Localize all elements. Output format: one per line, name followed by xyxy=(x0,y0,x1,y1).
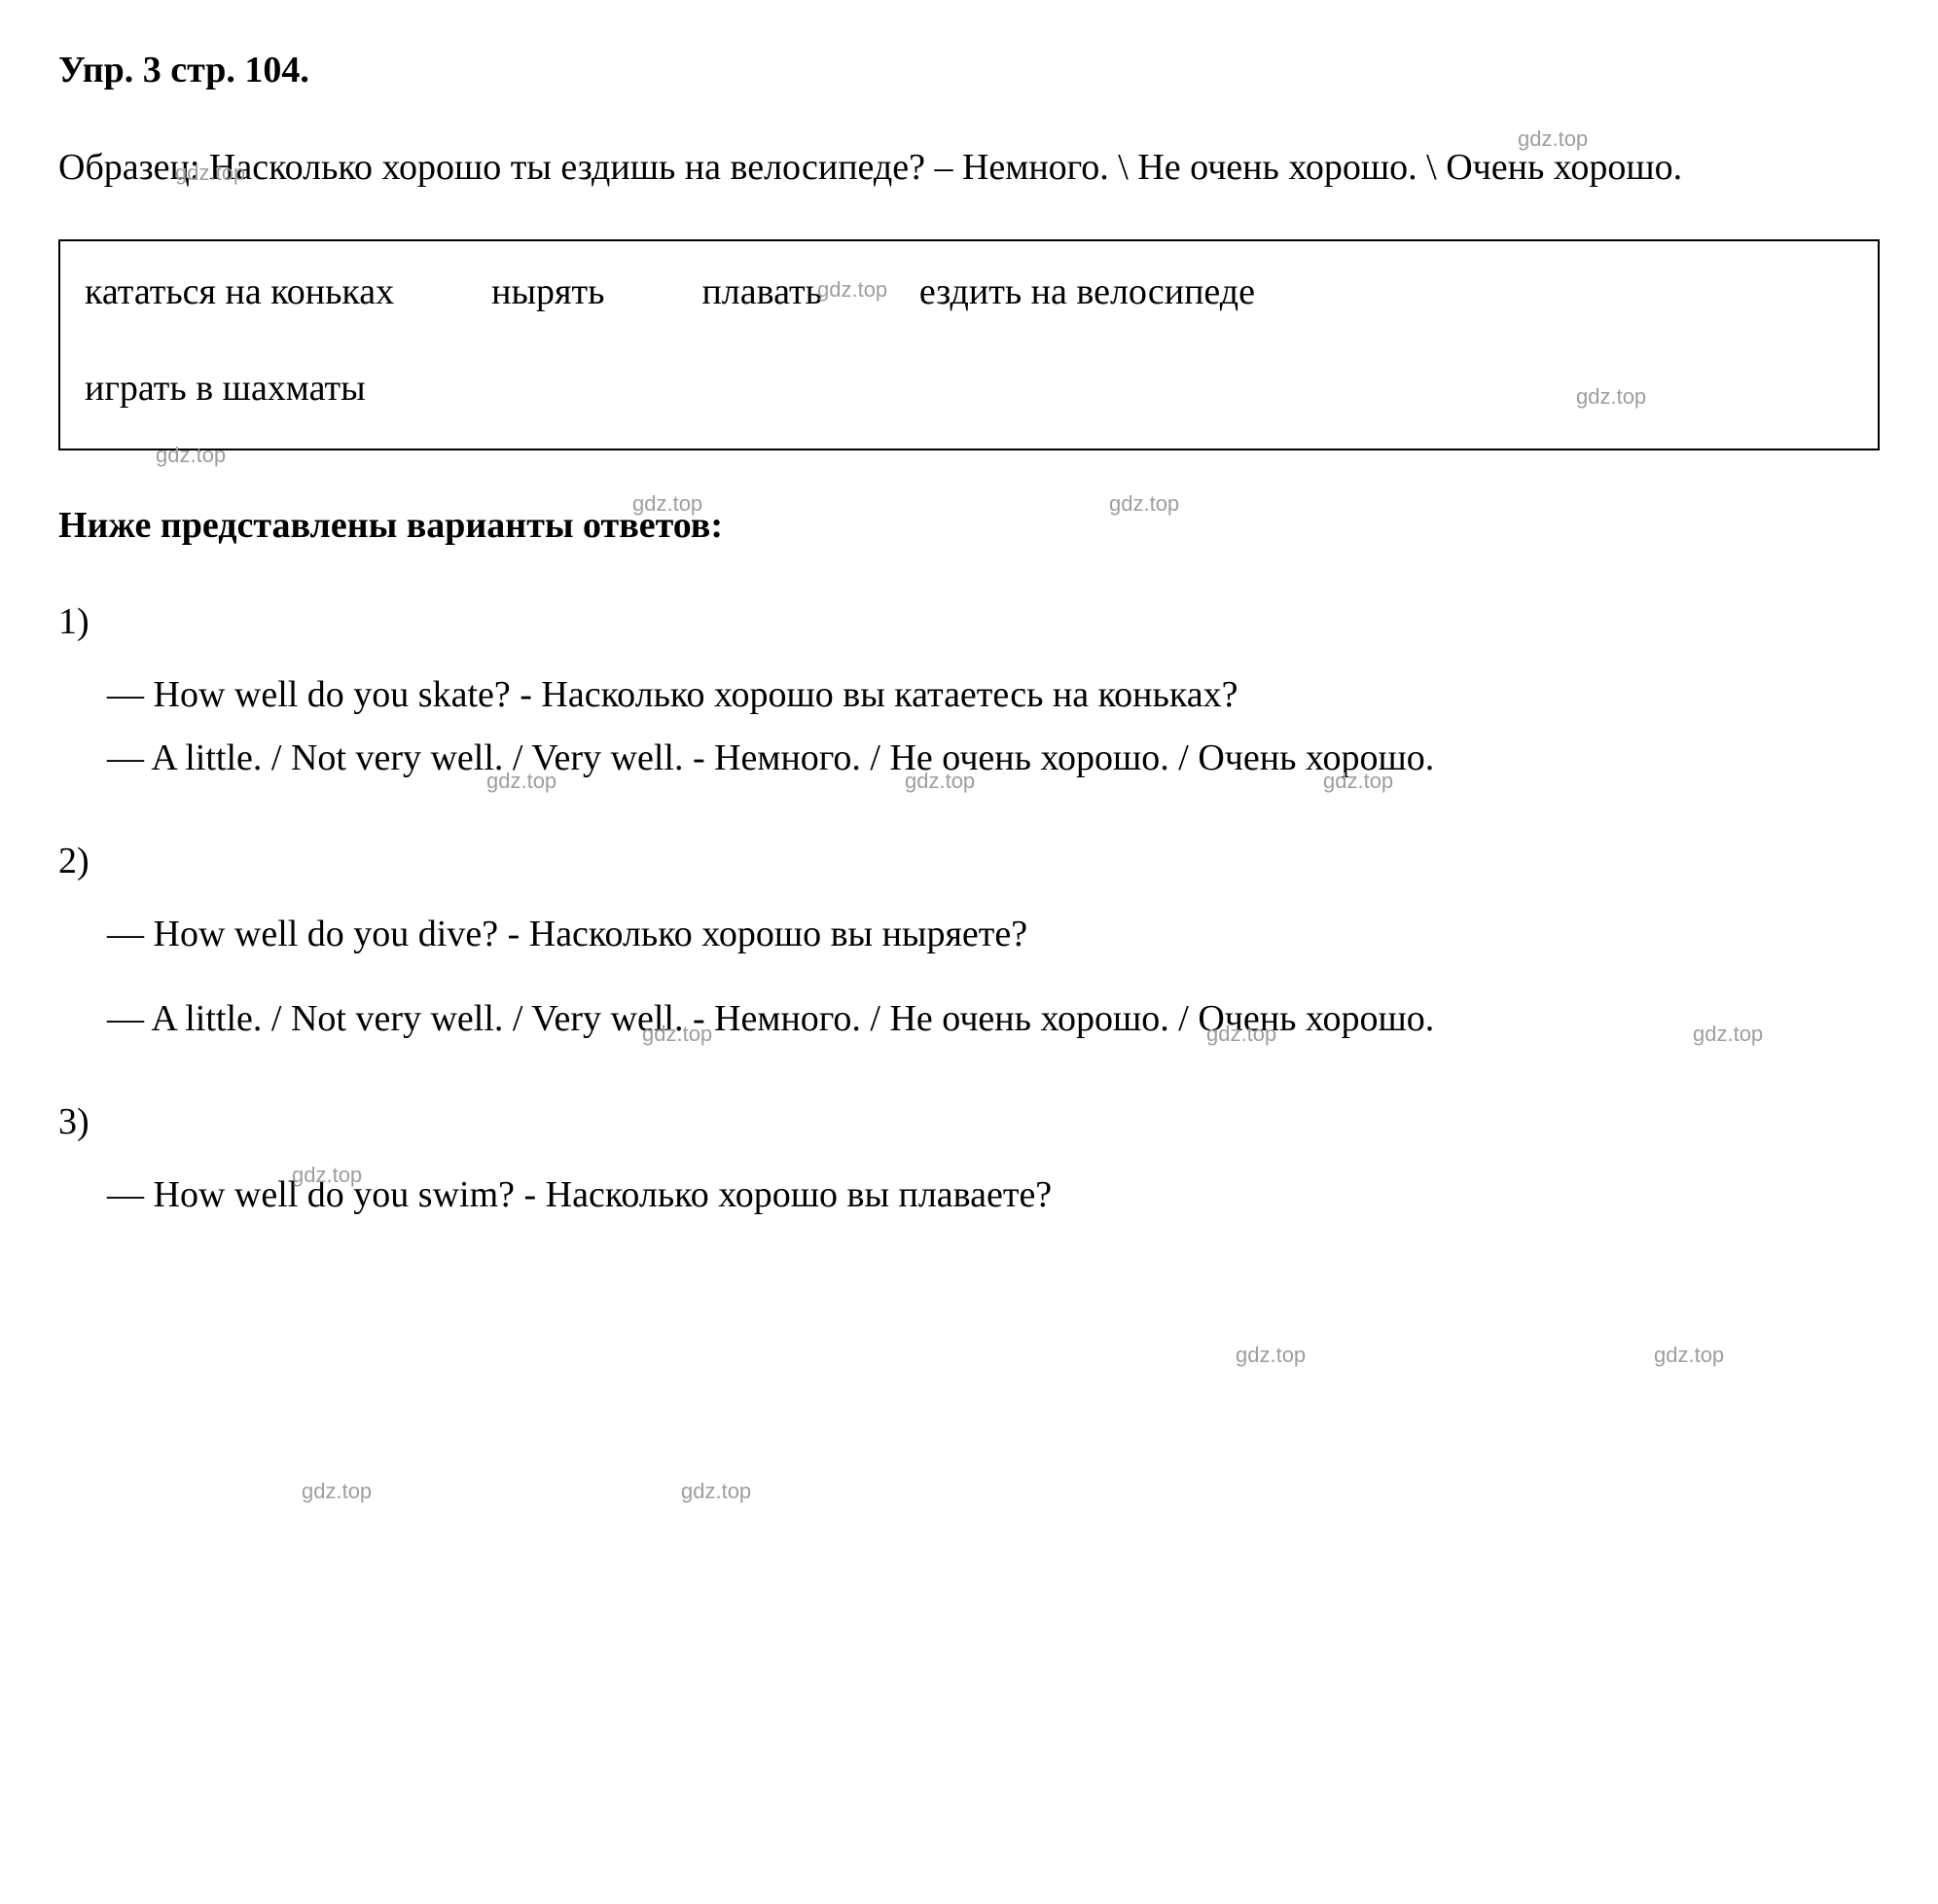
watermark-text: gdz.top xyxy=(905,769,975,794)
watermark-text: gdz.top xyxy=(1323,769,1393,794)
answer-item-3: 3) — How well do you swim? - Насколько х… xyxy=(58,1100,1880,1223)
watermark-text: gdz.top xyxy=(486,769,556,794)
watermark-text: gdz.top xyxy=(817,277,887,303)
item-number: 1) xyxy=(58,600,1880,643)
item-number: 3) xyxy=(58,1100,1880,1143)
item-line: — A little. / Not very well. / Very well… xyxy=(58,991,1880,1047)
watermark-text: gdz.top xyxy=(1693,1022,1763,1047)
watermark-text: gdz.top xyxy=(642,1022,712,1047)
box-word: кататься на коньках xyxy=(85,270,394,313)
box-word: плавать xyxy=(701,270,821,313)
watermark-text: gdz.top xyxy=(1236,1343,1306,1368)
item-line: — How well do you skate? - Насколько хор… xyxy=(58,667,1880,723)
word-box: кататься на коньках нырять плавать ездит… xyxy=(58,239,1880,450)
box-word: ездить на велосипеде xyxy=(919,270,1255,313)
watermark-text: gdz.top xyxy=(632,491,702,517)
example-text: Образец: Насколько хорошо ты ездишь на в… xyxy=(58,140,1880,196)
box-row-1: кататься на коньках нырять плавать ездит… xyxy=(85,270,1853,313)
watermark-text: gdz.top xyxy=(156,443,226,468)
item-line: — How well do you dive? - Насколько хоро… xyxy=(58,907,1880,962)
watermark-text: gdz.top xyxy=(1576,384,1646,410)
watermark-text: gdz.top xyxy=(1654,1343,1724,1368)
answer-item-1: 1) — How well do you skate? - Насколько … xyxy=(58,600,1880,786)
watermark-text: gdz.top xyxy=(681,1479,751,1504)
page-root: Упр. 3 стр. 104. Образец: Насколько хоро… xyxy=(58,49,1880,1223)
watermark-text: gdz.top xyxy=(1518,126,1588,152)
answers-subheader: Ниже представлены варианты ответов: xyxy=(58,504,1880,547)
exercise-header: Упр. 3 стр. 104. xyxy=(58,49,1880,91)
item-number: 2) xyxy=(58,840,1880,882)
watermark-text: gdz.top xyxy=(292,1163,362,1188)
box-word: нырять xyxy=(491,270,604,313)
watermark-text: gdz.top xyxy=(1206,1022,1276,1047)
watermark-text: gdz.top xyxy=(1109,491,1179,517)
watermark-text: gdz.top xyxy=(175,161,245,186)
answer-item-2: 2) — How well do you dive? - Насколько х… xyxy=(58,840,1880,1047)
watermark-text: gdz.top xyxy=(302,1479,372,1504)
